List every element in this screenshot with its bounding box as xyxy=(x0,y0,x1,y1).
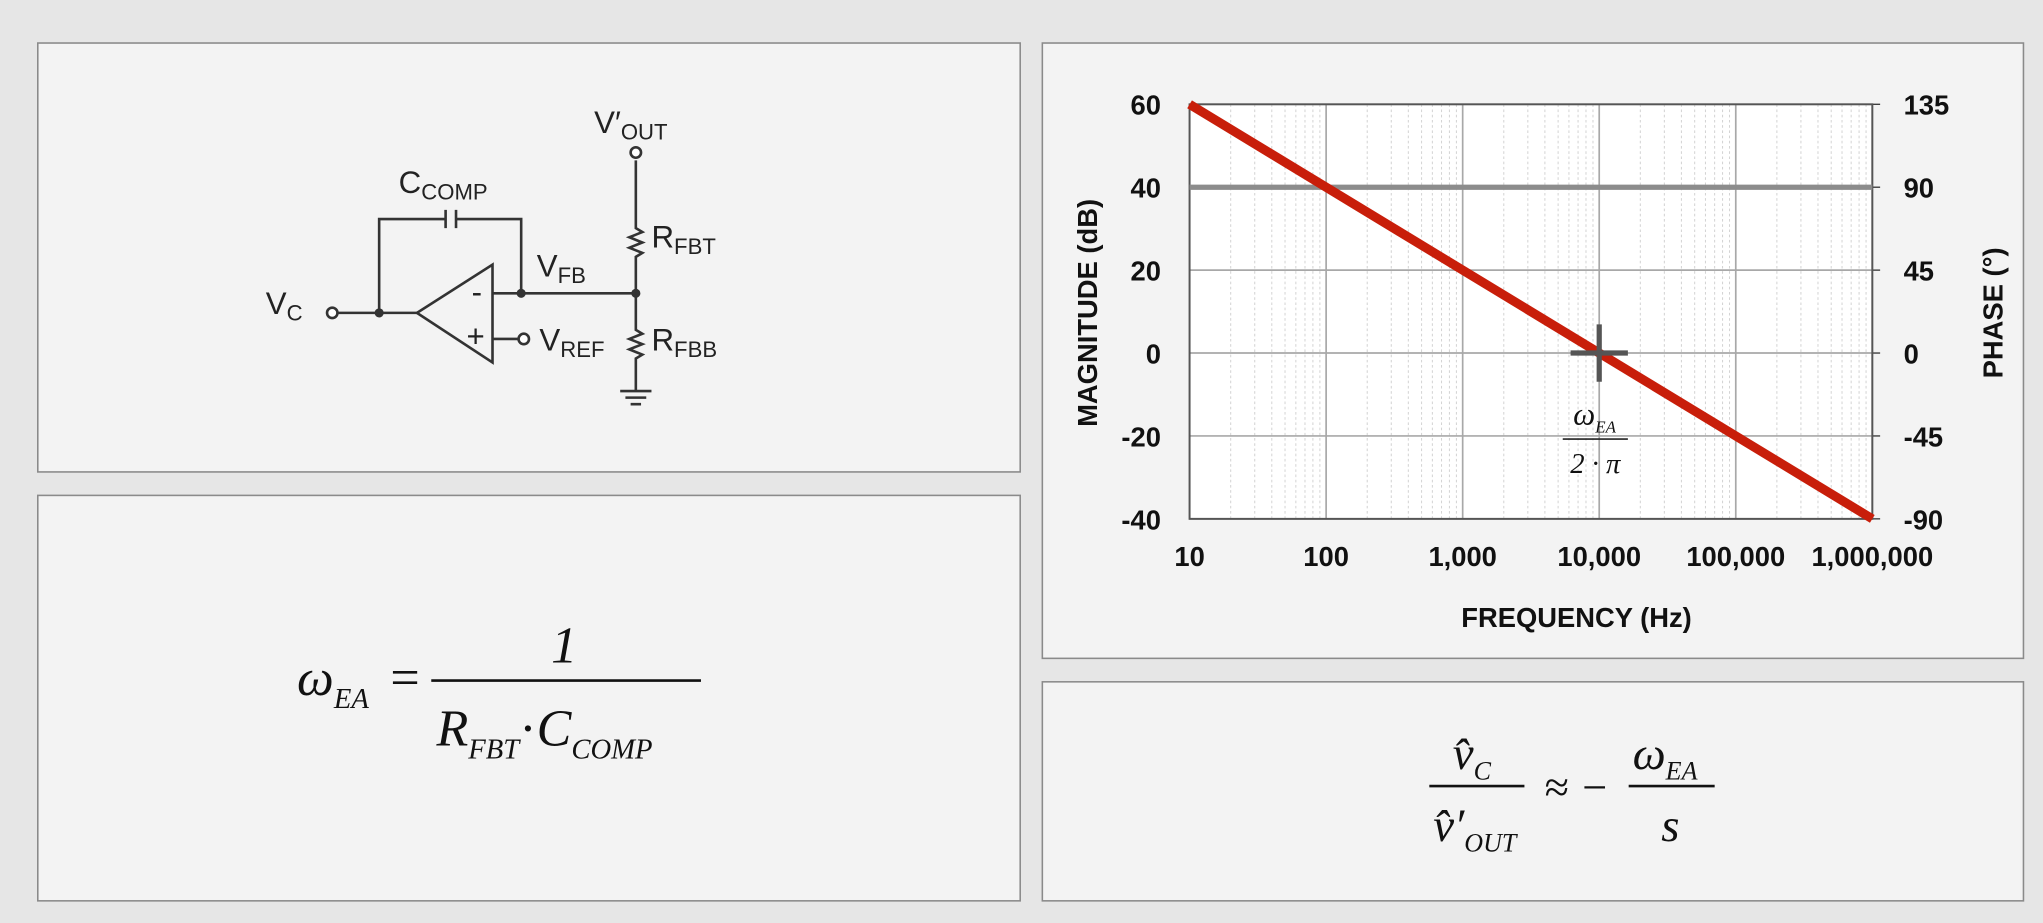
y2-tick-label: -90 xyxy=(1904,504,1944,535)
y-tick-label: 0 xyxy=(1146,338,1161,369)
annotation-text: EA xyxy=(1594,418,1616,437)
annotation-text: ωEA xyxy=(1573,397,1616,437)
annotation-text: ω xyxy=(1573,397,1595,432)
y2-tick-label: 90 xyxy=(1904,173,1934,204)
y2-tick-label: 0 xyxy=(1904,338,1919,369)
y2-tick-label: 135 xyxy=(1904,90,1950,121)
label: CCOMP xyxy=(399,165,488,205)
node xyxy=(374,308,384,318)
label: VFB xyxy=(537,248,586,288)
x-tick-label: 1,000 xyxy=(1428,541,1496,572)
y-tick-label: -40 xyxy=(1121,504,1161,535)
annotation-text: 2 · π xyxy=(1570,448,1622,480)
y-tick-label: 40 xyxy=(1130,173,1160,204)
math: 1 xyxy=(551,617,577,674)
series-line xyxy=(1187,100,1875,523)
math: ≈ − xyxy=(1544,763,1609,812)
node xyxy=(516,288,526,298)
circuit: V′OUT CCOMP RFBT VFB VC VREF RFBB - + xyxy=(266,105,717,406)
node xyxy=(629,146,643,160)
math: ωEA xyxy=(1633,728,1698,785)
x-tick-label: 1,000,000 xyxy=(1811,541,1933,572)
x-tick-label: 10 xyxy=(1174,541,1204,572)
chart: FREQUENCY (Hz) MAGNITUDE (dB) PHASE (°) … xyxy=(1072,90,2009,633)
node xyxy=(325,306,339,320)
x-axis-title: FREQUENCY (Hz) xyxy=(1461,602,1691,633)
math: s xyxy=(1661,800,1679,852)
equation-panel xyxy=(37,494,1021,902)
x-tick-label: 10,000 xyxy=(1557,541,1641,572)
equation-1: ωEA = 1 RFBT·CCOMP xyxy=(297,617,701,766)
math: v̂′OUT xyxy=(1433,800,1519,857)
math: = xyxy=(387,650,422,707)
label: RFBB xyxy=(651,323,717,363)
op-amp xyxy=(414,262,494,365)
y2-axis-title: PHASE (°) xyxy=(1978,247,2009,378)
x-tick-label: 100,000 xyxy=(1686,541,1785,572)
y-tick-label: 20 xyxy=(1130,256,1160,287)
label: RFBT xyxy=(651,220,716,260)
math: RFBT·CCOMP xyxy=(435,701,652,766)
wires xyxy=(337,209,636,341)
node xyxy=(517,332,531,346)
minus-sign: - xyxy=(472,274,482,309)
label: VC xyxy=(266,286,303,326)
y2-tick-label: -45 xyxy=(1904,421,1944,452)
y2-tick-label: 45 xyxy=(1904,256,1934,287)
math: ωEA xyxy=(297,650,369,715)
plot-frame xyxy=(1188,103,1874,520)
label: VREF xyxy=(539,323,604,363)
equation-panel xyxy=(1041,681,2025,902)
circuit-panel xyxy=(37,42,1021,473)
y-axis-title: MAGNITUDE (dB) xyxy=(1072,199,1103,427)
x-tick-label: 100 xyxy=(1303,541,1349,572)
y-tick-label: 60 xyxy=(1130,90,1160,121)
plus-sign: + xyxy=(466,319,484,354)
y-tick-label: -20 xyxy=(1121,421,1161,452)
equation-2: v̂C v̂′OUT ≈ − ωEA s xyxy=(1429,728,1715,857)
math: v̂C xyxy=(1453,728,1492,785)
annotation-marker xyxy=(1570,324,1628,382)
label: V′OUT xyxy=(594,105,668,145)
